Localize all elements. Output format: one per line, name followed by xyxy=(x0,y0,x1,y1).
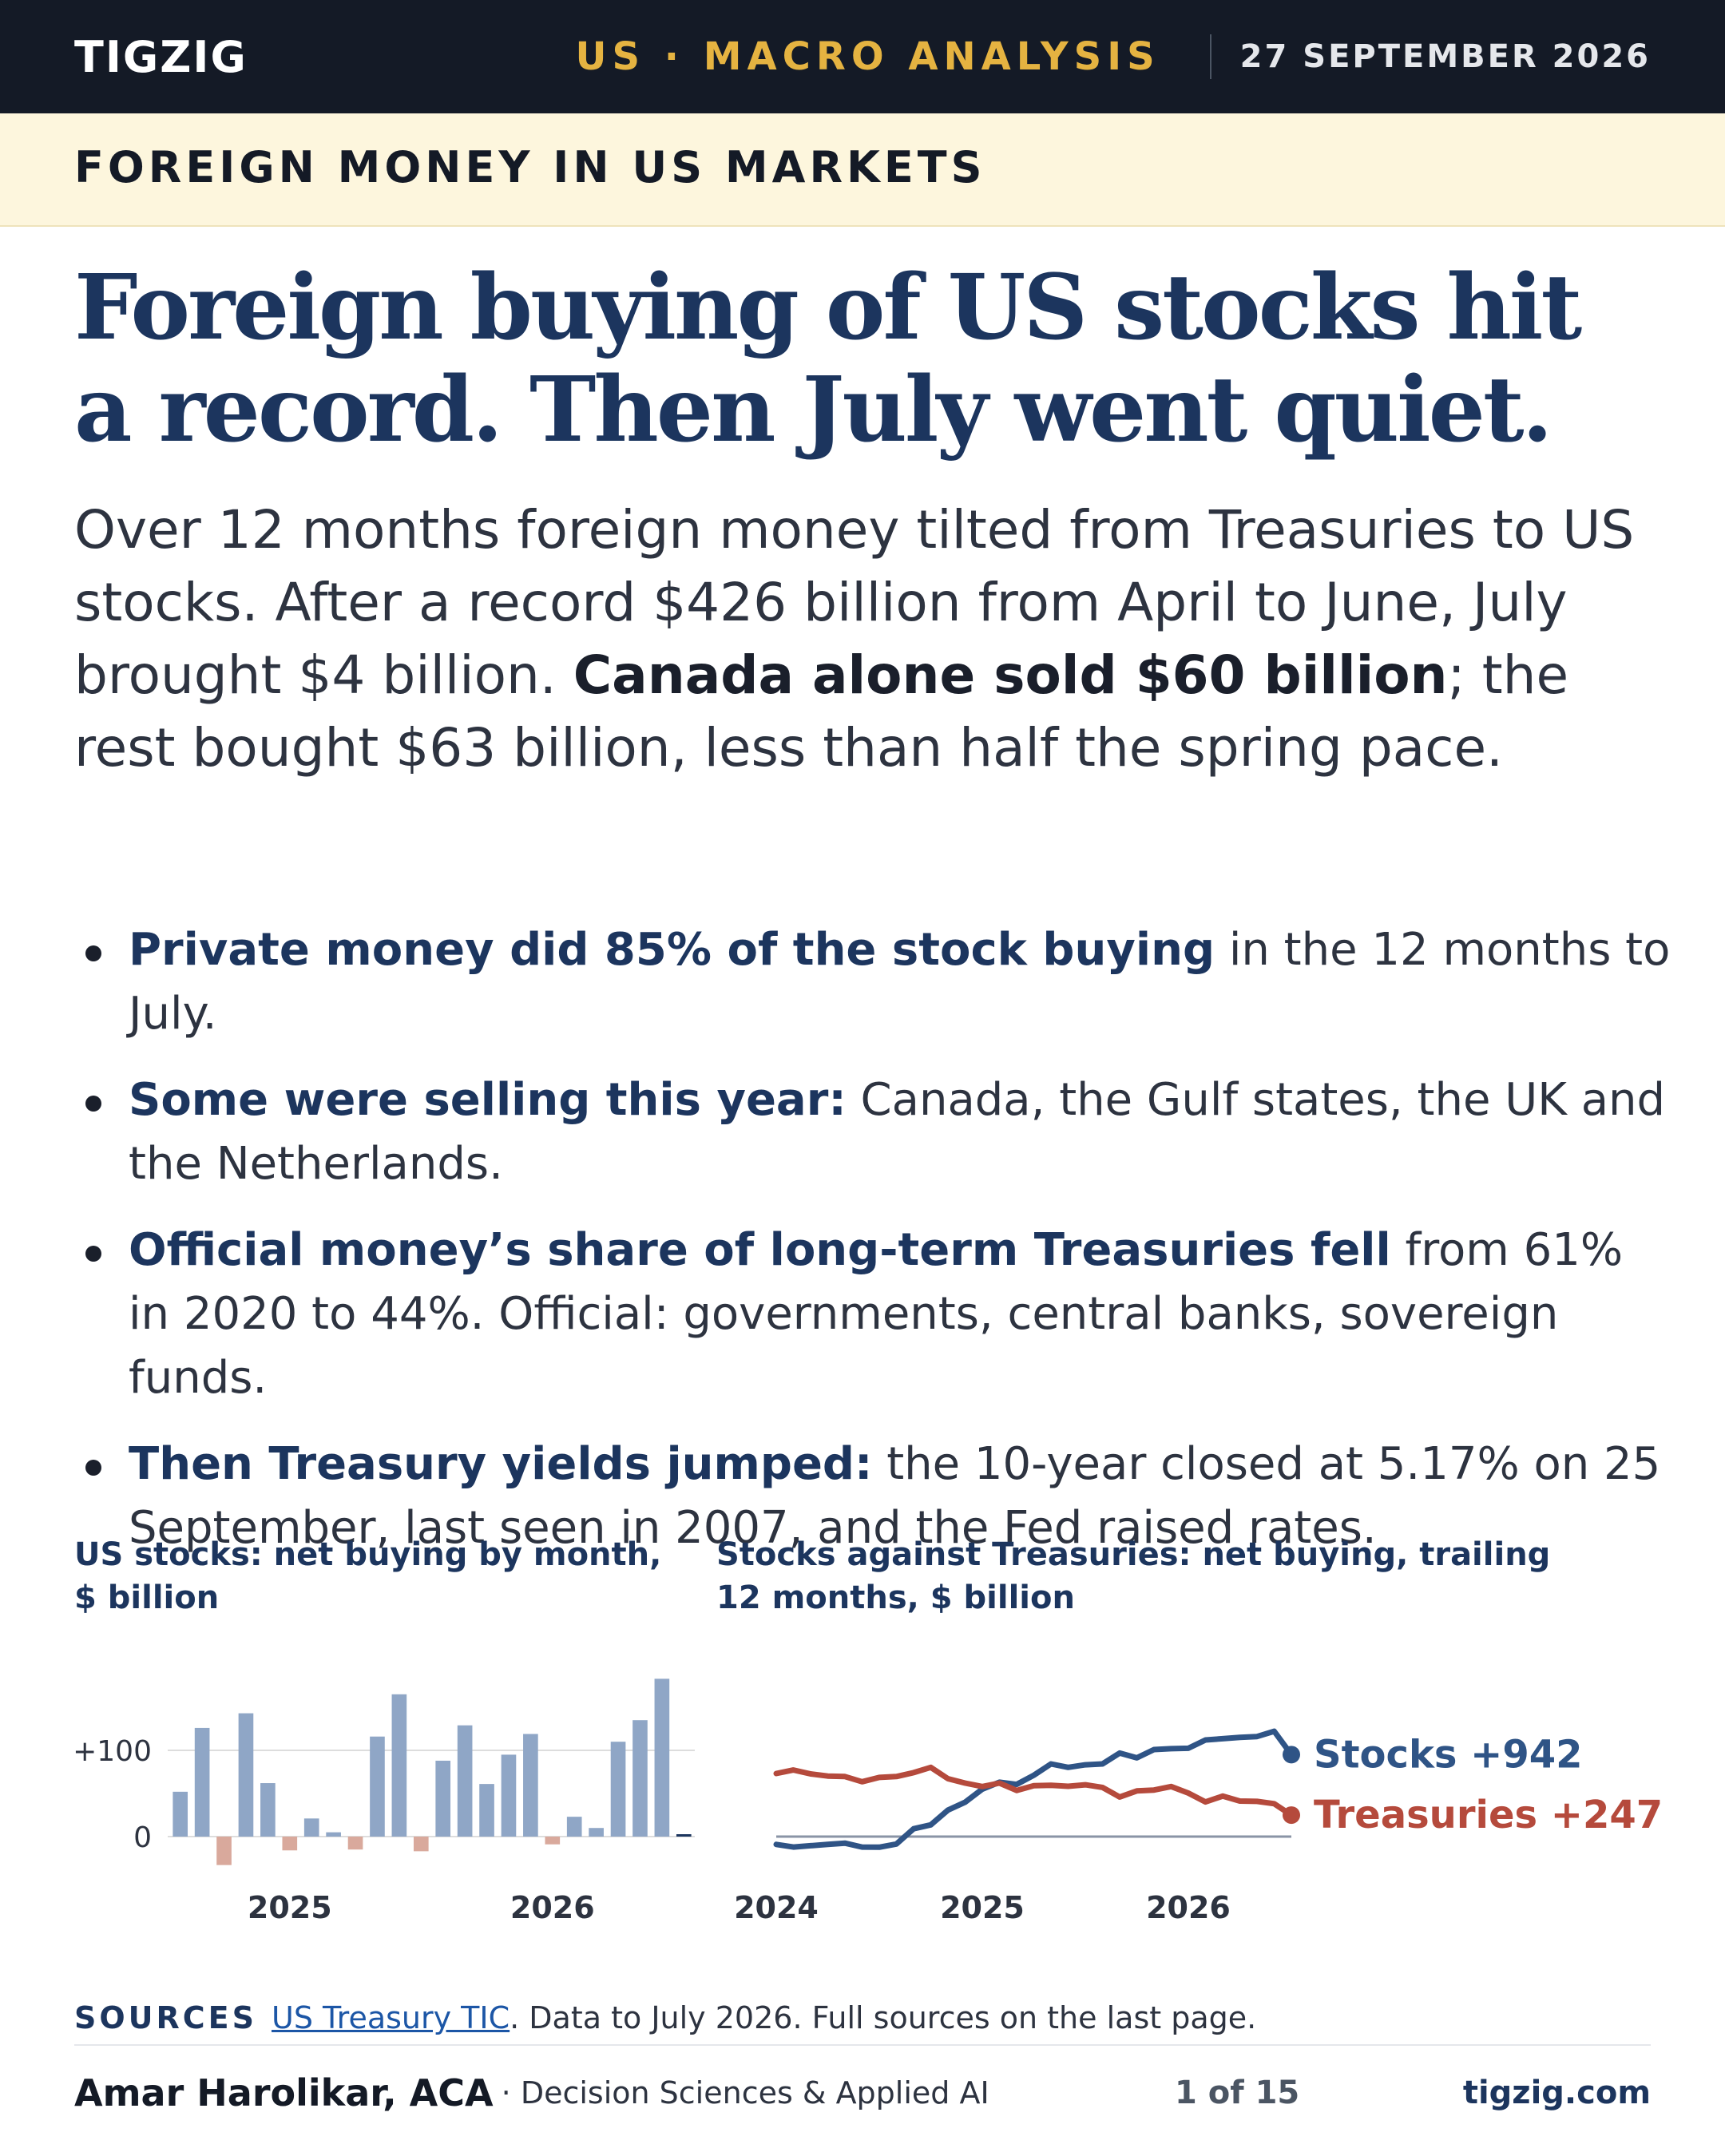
bar xyxy=(370,1736,385,1837)
bar xyxy=(479,1784,494,1837)
bullet-item: Private money did 85% of the stock buyin… xyxy=(74,918,1671,1046)
bar-chart-title: US stocks: net buying by month, $ billio… xyxy=(74,1536,662,1616)
key-points: Private money did 85% of the stock buyin… xyxy=(74,918,1671,1583)
bullet-text: the 10-year closed at 5.17% on 25 Septem… xyxy=(129,1438,1661,1554)
sources-label: SOURCES xyxy=(74,2000,258,2035)
header-divider xyxy=(1209,34,1211,79)
bar xyxy=(457,1725,473,1837)
bar xyxy=(632,1720,648,1837)
y-tick-label: 0 xyxy=(133,1821,152,1854)
dek: Over 12 months foreign money tilted from… xyxy=(74,493,1664,784)
bar xyxy=(347,1837,363,1850)
bullet-text: from 61% in 2020 to 44%. Official: gover… xyxy=(129,1224,1624,1404)
bullet-text: Canada, the Gulf states, the UK and the … xyxy=(129,1074,1666,1190)
section-label: US · MACRO ANALYSIS xyxy=(575,34,1160,79)
bar xyxy=(566,1817,582,1837)
bar xyxy=(523,1734,538,1837)
bar xyxy=(282,1837,298,1851)
series-end-point xyxy=(1283,1806,1300,1825)
x-tick-label: 2024 xyxy=(734,1890,819,1925)
sources-link[interactable]: US Treasury TIC xyxy=(272,2000,510,2035)
bullet-item: Official money’s share of long-term Trea… xyxy=(74,1219,1671,1410)
bullet-lead: Private money did 85% of the stock buyin… xyxy=(129,924,1215,976)
bullet-text: in the 12 months to July. xyxy=(129,924,1671,1040)
x-tick-label: 2026 xyxy=(1146,1890,1231,1925)
monthly-bar-chart: +100 0 2025 2026 xyxy=(73,1678,695,1925)
kicker-band: FOREIGN MONEY IN US MARKETS xyxy=(0,113,1725,227)
bar xyxy=(501,1754,517,1837)
bar xyxy=(216,1837,232,1865)
series-line-stocks xyxy=(773,1728,1295,1850)
x-tick-label: 2025 xyxy=(248,1890,332,1925)
bar xyxy=(610,1742,626,1837)
sources-line: SOURCES US Treasury TIC. Data to July 202… xyxy=(74,2000,1256,2035)
trailing-line-chart: Stocks +942 Treasuries +247 2024 2025 2026 xyxy=(734,1728,1663,1925)
bar xyxy=(303,1818,319,1837)
series-end-label: Stocks +942 xyxy=(1314,1732,1583,1777)
author-role: · Decision Sciences & Applied AI xyxy=(501,2075,989,2110)
series-end-label: Treasuries +247 xyxy=(1314,1793,1663,1837)
footer: Amar Harolikar, ACA · Decision Sciences … xyxy=(74,2065,1651,2121)
kicker: FOREIGN MONEY IN US MARKETS xyxy=(74,142,986,192)
line-chart-title: Stocks against Treasuries: net buying, t… xyxy=(716,1536,1551,1616)
x-tick-label: 2025 xyxy=(940,1890,1025,1925)
bar xyxy=(238,1713,254,1837)
bar xyxy=(676,1834,692,1837)
bar xyxy=(194,1727,210,1837)
bullet-lead: Some were selling this year: xyxy=(129,1074,847,1126)
bar xyxy=(589,1828,604,1837)
bar xyxy=(413,1837,429,1852)
bar xyxy=(260,1783,276,1837)
site-link[interactable]: tigzig.com xyxy=(1462,2075,1651,2111)
top-bar: TIGZIG US · MACRO ANALYSIS 27 SEPTEMBER … xyxy=(0,0,1725,113)
bar xyxy=(391,1694,407,1837)
bar xyxy=(654,1678,670,1837)
brand-logo[interactable]: TIGZIG xyxy=(74,31,248,82)
publication-date: 27 SEPTEMBER 2026 xyxy=(1239,38,1651,75)
series-end-point xyxy=(1283,1746,1300,1764)
author-name: Amar Harolikar, ACA xyxy=(74,2071,494,2114)
bullet-lead: Then Treasury yields jumped: xyxy=(129,1438,873,1490)
bar xyxy=(172,1791,188,1837)
footer-divider xyxy=(74,2044,1651,2046)
bar xyxy=(326,1832,341,1837)
bullet-item: Some were selling this year: Canada, the… xyxy=(74,1068,1671,1196)
series-line-treasuries xyxy=(773,1764,1295,1818)
bar xyxy=(435,1760,451,1837)
page-number: 1 of 15 xyxy=(1175,2075,1300,2111)
bullet-item: Then Treasury yields jumped: the 10-year… xyxy=(74,1433,1671,1560)
x-tick-label: 2026 xyxy=(510,1890,595,1925)
dek-text-2: ; the rest bought $63 billion, less than… xyxy=(74,644,1569,779)
bullet-lead: Official money’s share of long-term Trea… xyxy=(129,1224,1391,1276)
headline: Foreign buying of US stocks hit a record… xyxy=(74,256,1582,462)
dek-text-1: Over 12 months foreign money tilted from… xyxy=(74,499,1635,706)
dek-bold: Canada alone sold $60 billion xyxy=(573,644,1448,706)
bar xyxy=(545,1837,561,1845)
sources-text: . Data to July 2026. Full sources on the… xyxy=(510,2000,1257,2035)
y-tick-label: +100 xyxy=(73,1735,152,1768)
